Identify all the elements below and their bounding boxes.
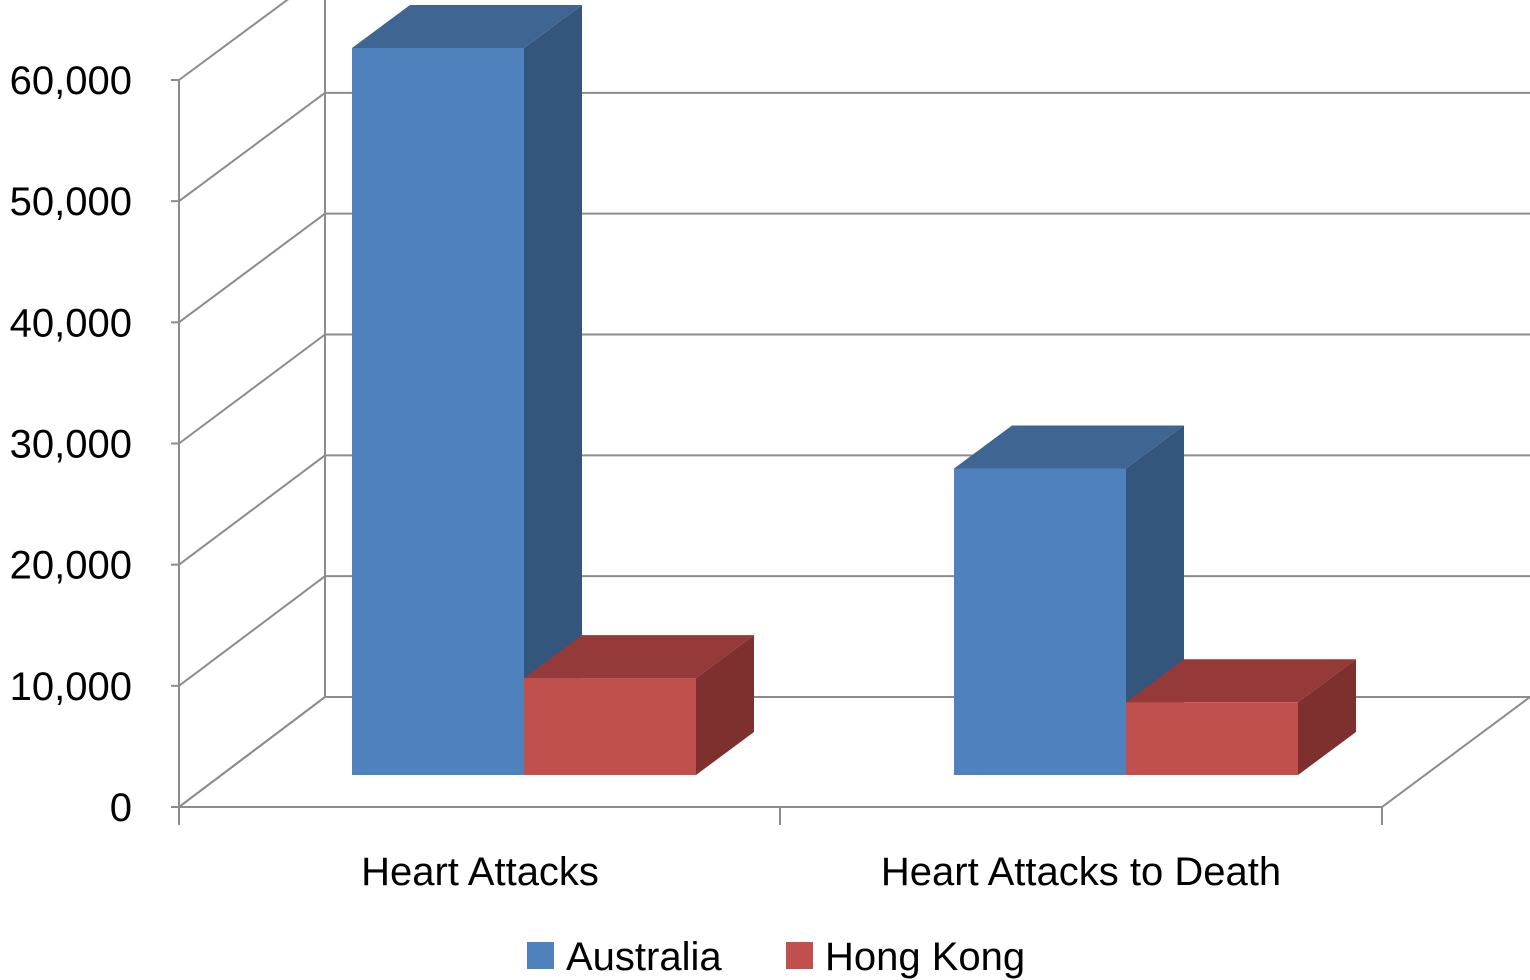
y-tick-label: 40,000: [10, 301, 132, 345]
side-gridline: [178, 575, 326, 687]
legend-swatch: [527, 942, 554, 969]
bar-australia-0: [352, 5, 582, 775]
bar-top: [1126, 659, 1356, 703]
bar-side: [524, 5, 582, 775]
legend: Australia Hong Kong: [527, 935, 1025, 979]
bar-side: [1298, 659, 1356, 775]
bar-hong-kong-1: [1126, 659, 1356, 775]
bar-top: [524, 635, 754, 679]
x-category-label: Heart Attacks to Death: [881, 850, 1281, 894]
side-gridline: [178, 212, 326, 324]
floor: [176, 696, 1530, 808]
legend-item-hong-kong: Hong Kong: [786, 935, 1025, 979]
legend-label: Australia: [566, 935, 722, 979]
y-tick-label: 0: [110, 786, 132, 830]
side-gridline: [178, 92, 326, 202]
legend-label: Hong Kong: [825, 935, 1025, 979]
y-tick-label: 30,000: [10, 423, 132, 467]
bar-top: [954, 425, 1184, 469]
axes: [171, 79, 1530, 825]
y-tick-label: 50,000: [10, 180, 132, 224]
bar-front: [352, 48, 524, 775]
bar-side: [696, 635, 754, 775]
bar-front: [524, 678, 696, 775]
x-category-label: Heart Attacks: [361, 850, 599, 894]
bars: [352, 5, 1356, 775]
bar-front: [954, 468, 1126, 775]
bar-front: [1126, 702, 1298, 775]
legend-swatch: [786, 942, 813, 969]
bar-hong-kong-0: [524, 635, 754, 775]
side-gridline: [178, 0, 289, 81]
y-tick-label: 60,000: [10, 59, 132, 103]
y-tick-label: 10,000: [10, 665, 132, 709]
side-gridline: [178, 333, 326, 445]
labels: 0 10,000 20,000 30,000 40,000 50,000 60,000 Hea…: [10, 59, 1281, 894]
side-gridline: [178, 454, 326, 566]
y-tick-label: 20,000: [10, 544, 132, 588]
bar-top: [352, 5, 582, 48]
legend-item-australia: Australia: [527, 935, 722, 979]
